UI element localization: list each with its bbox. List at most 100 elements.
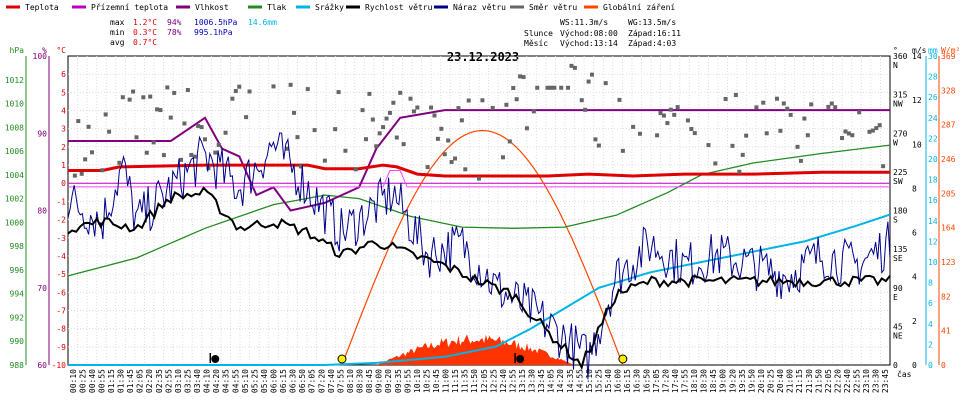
legend-label: Rychlost větru <box>365 3 433 12</box>
series-layer <box>67 63 891 380</box>
x-tick-label: 11:35 <box>461 369 470 393</box>
x-tick-label: 05:40 <box>260 369 269 393</box>
x-tick-label: 06:50 <box>298 369 307 393</box>
tick-label: 992 <box>10 313 25 322</box>
x-tick-label: 16:30 <box>633 369 642 393</box>
tick-label: 100 <box>33 52 48 61</box>
tick-label: 3 <box>61 125 66 134</box>
wind-direction-point <box>586 79 591 84</box>
legend-item: Teplota <box>6 3 59 12</box>
tick-label: 2 <box>912 317 917 326</box>
x-tick-label: 16:15 <box>623 369 632 393</box>
x-tick-label: 23:30 <box>872 369 881 393</box>
x-tick-label: 07:05 <box>308 369 317 393</box>
tick-label: 0 <box>912 361 917 370</box>
wind-direction-point <box>158 108 163 113</box>
x-tick-label: 09:35 <box>394 369 403 393</box>
wind-direction-point <box>131 89 136 94</box>
x-tick-label: 01:30 <box>117 369 126 393</box>
wind-direction-point <box>446 138 451 143</box>
wind-direction-point <box>740 152 745 157</box>
tick-label: 30 <box>928 52 938 61</box>
wind-direction-point <box>524 126 529 131</box>
x-tick-label: 11:00 <box>442 369 451 393</box>
tick-label: 16 <box>928 196 938 205</box>
tick-label: 287 <box>941 121 956 130</box>
wind-direction-point <box>548 85 553 90</box>
tick-label: 0 <box>941 361 946 370</box>
legend-item: Globální záření <box>584 3 675 12</box>
tick-direction: S <box>893 216 898 225</box>
pressure-line <box>67 144 891 277</box>
wind-direction-point <box>377 131 382 136</box>
tick-label: 22 <box>928 134 938 143</box>
tick-label: 6 <box>928 299 933 308</box>
tick-label: 20 <box>928 155 938 164</box>
wind-direction-point <box>477 176 481 181</box>
x-axis-ticks: 00:10 00:25 00:40 00:55 01:15 01:30 01:45 02:05… <box>69 369 890 393</box>
wind-direction-point <box>429 105 434 110</box>
wind-direction-point <box>531 109 536 114</box>
wind-direction-point <box>322 158 327 163</box>
tick-label: 1010 <box>5 100 24 109</box>
wind-direction-point <box>196 123 201 128</box>
wind-direction-point <box>590 72 595 77</box>
wind-direction-point <box>785 106 790 111</box>
humidity-axis-label: % <box>42 46 47 55</box>
wind-direction-point <box>216 142 221 147</box>
wind-direction-point <box>846 131 851 136</box>
wind-direction-point <box>463 167 468 172</box>
stats-pressure: 995.1hPa <box>194 28 233 37</box>
wind-direction-point <box>148 94 153 99</box>
wind-direction-point <box>655 133 660 138</box>
wind-direction-point <box>117 160 122 165</box>
tick-label: 24 <box>928 114 938 123</box>
wind-direction-point <box>374 144 379 149</box>
x-tick-label: 19:00 <box>719 369 728 393</box>
x-tick-label: 12:40 <box>499 369 508 393</box>
pressure-axis: hPa 1012 1010 1008 1006 1004 1002 1000 998 996 994… <box>5 46 24 370</box>
wind-direction-point <box>343 148 348 153</box>
x-tick-label: 14:05 <box>547 369 556 393</box>
tick-label: 360 <box>893 52 908 61</box>
x-tick-label: 20:25 <box>767 369 776 393</box>
x-tick-label: 19:50 <box>747 369 756 393</box>
tick-label: 998 <box>10 242 25 251</box>
legend-item: Tlak <box>248 3 286 12</box>
tick-label: -9 <box>56 343 66 352</box>
tick-label: 82 <box>941 292 951 301</box>
rain-line <box>68 213 891 366</box>
tick-label: 12 <box>928 237 938 246</box>
x-tick-label: 10:25 <box>422 369 431 393</box>
legend-item: Přízemní teplota <box>72 3 168 12</box>
wind-direction-point <box>439 126 444 131</box>
wind-direction-point <box>237 84 242 89</box>
x-tick-label: 14:20 <box>556 369 565 393</box>
temperature-axis: °C 6 5 4 3 2 1 0 -1 -2 -3 -4 -5 -6 -7 -8 -9 -10 <box>52 46 67 370</box>
tick-label: 4 <box>928 320 933 329</box>
x-tick-label: 09:20 <box>384 369 393 393</box>
x-tick-label: 14:55 <box>575 369 584 393</box>
x-tick-label: 12:25 <box>489 369 498 393</box>
moonset-marker <box>211 355 220 363</box>
legend-label: Přízemní teplota <box>91 3 168 12</box>
wind-direction-point <box>391 100 396 105</box>
tick-label: 18 <box>928 176 938 185</box>
tick-label: 225 <box>893 168 908 177</box>
wind-direction-point <box>490 105 495 110</box>
x-tick-label: 13:15 <box>518 369 527 393</box>
x-tick-label: 18:45 <box>709 369 718 393</box>
wind-direction-point <box>100 168 105 173</box>
x-tick-label: 04:55 <box>231 369 240 393</box>
x-tick-label: 20:10 <box>757 369 766 393</box>
tick-label: -1 <box>56 197 66 206</box>
wind-direction-point <box>733 92 738 97</box>
stats-humidity: 94% <box>167 18 182 27</box>
tick-label: 5 <box>61 88 66 97</box>
x-tick-label: 10:10 <box>413 369 422 393</box>
x-tick-label: 03:25 <box>184 369 193 393</box>
moon-label: Měsíc <box>524 39 548 48</box>
wind-direction-point <box>833 105 838 110</box>
wind-direction-point <box>596 143 601 148</box>
legend-label: Globální záření <box>603 3 675 12</box>
